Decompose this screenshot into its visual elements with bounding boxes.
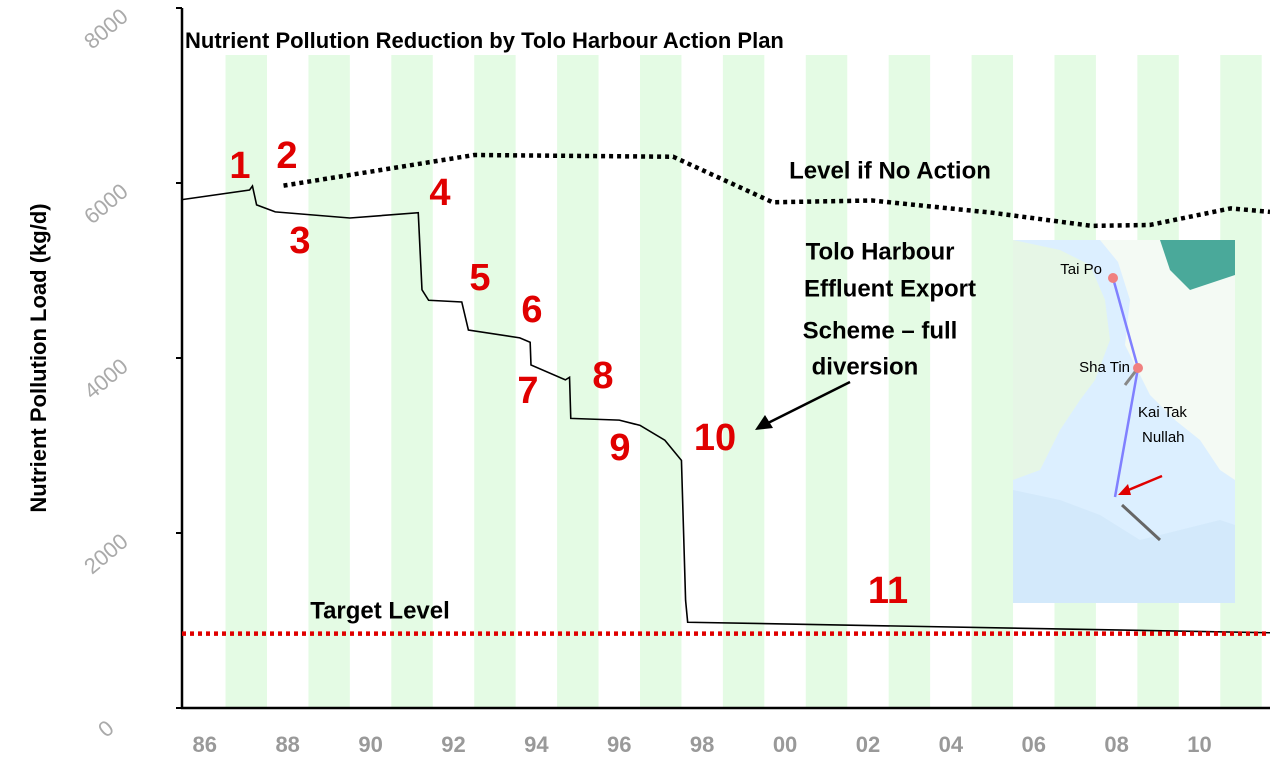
y-tick-label: 0 — [93, 715, 118, 742]
note-arrow — [767, 380, 851, 425]
step-label: 4 — [429, 172, 450, 214]
band — [474, 55, 516, 708]
x-tick-label: 08 — [1104, 732, 1128, 757]
series-label: Level if No Action — [789, 157, 991, 184]
band — [639, 55, 682, 708]
x-tick-label: 96 — [607, 732, 631, 757]
step-label: 1 — [229, 145, 250, 187]
map-label: Nullah — [1142, 429, 1185, 446]
step-label: 5 — [469, 257, 490, 299]
x-tick-label: 00 — [773, 732, 797, 757]
x-tick-label: 90 — [358, 732, 382, 757]
band — [805, 55, 848, 708]
y-tick-label: 2000 — [79, 528, 133, 579]
map-water — [1013, 490, 1235, 603]
y-tick-label: 8000 — [79, 3, 133, 54]
note-arrow-head — [755, 415, 773, 430]
step-label: 11 — [868, 570, 908, 612]
map-runway — [1120, 503, 1162, 542]
series-label: Target Level — [310, 597, 450, 624]
x-tick-label: 10 — [1187, 732, 1211, 757]
x-tick-label: 92 — [441, 732, 465, 757]
x-tick-label: 98 — [690, 732, 714, 757]
band — [308, 55, 350, 708]
note-text: diversion — [812, 353, 919, 380]
map-label: Sha Tin — [1079, 359, 1130, 376]
map-point — [1108, 273, 1118, 283]
map-label: Tai Po — [1060, 261, 1102, 278]
step-label: 6 — [521, 289, 542, 331]
x-tick-label: 04 — [939, 732, 964, 757]
map-land — [1013, 240, 1235, 480]
step-label: 2 — [276, 135, 297, 177]
note-text: Tolo Harbour — [806, 238, 955, 265]
step-label: 7 — [517, 370, 538, 412]
x-tick-label: 88 — [275, 732, 299, 757]
band — [888, 55, 931, 708]
note-text: Scheme – full — [803, 317, 958, 344]
step-label: 9 — [609, 427, 630, 469]
note-text: Effluent Export — [804, 275, 976, 302]
x-tick-label: 94 — [524, 732, 549, 757]
x-tick-label: 06 — [1022, 732, 1046, 757]
map-land — [1013, 240, 1110, 480]
y-tick-label: 6000 — [79, 178, 133, 229]
band — [722, 55, 765, 708]
map-inset — [1013, 240, 1235, 603]
y-axis-label: Nutrient Pollution Load (kg/d) — [26, 203, 51, 512]
band — [225, 55, 267, 708]
step-label: 8 — [592, 355, 613, 397]
map-park — [1160, 240, 1235, 290]
map-label: Kai Tak — [1138, 404, 1187, 421]
step-label: 3 — [289, 220, 310, 262]
band — [557, 55, 599, 708]
band — [971, 55, 1014, 708]
step-label: 10 — [694, 417, 736, 459]
map-arrow-head — [1118, 484, 1131, 495]
map-arrow — [1125, 474, 1163, 493]
series-line — [283, 152, 1270, 229]
x-tick-label: 02 — [856, 732, 880, 757]
map-point — [1133, 363, 1143, 373]
series-line — [181, 184, 1270, 634]
bands — [225, 55, 1262, 708]
x-tick-label: 86 — [193, 732, 217, 757]
chart-title: Nutrient Pollution Reduction by Tolo Har… — [185, 28, 784, 53]
y-tick-label: 4000 — [79, 353, 133, 404]
